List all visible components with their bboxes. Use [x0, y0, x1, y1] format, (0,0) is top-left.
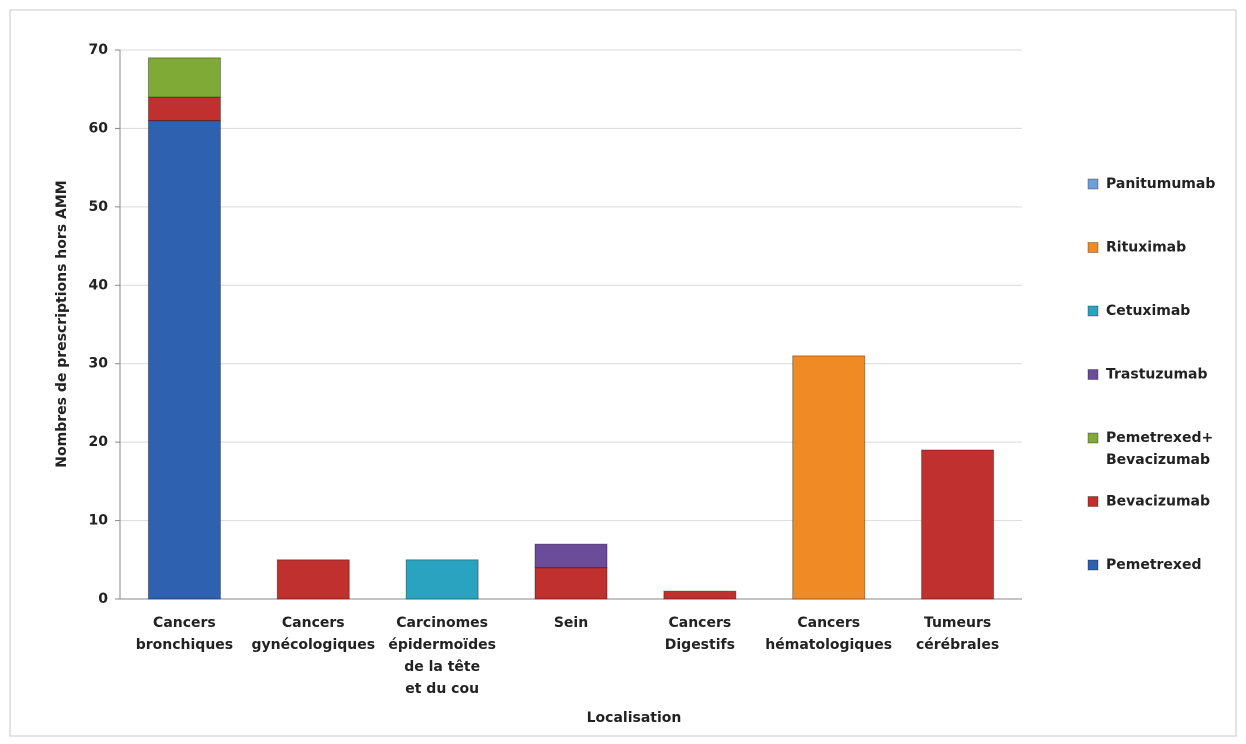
- legend-label: Bevacizumab: [1106, 494, 1210, 510]
- bar-segment: [534, 543, 608, 569]
- x-tick-label: Cancers bronchiques: [136, 615, 233, 653]
- legend-swatch: [1087, 242, 1099, 253]
- y-tick-label: 70: [89, 42, 109, 58]
- x-tick-label: Cancers Digestifs: [665, 615, 735, 653]
- x-tick-label: Cancers gynécologiques: [251, 615, 375, 653]
- legend-swatch: [1087, 559, 1099, 571]
- legend-swatch: [1087, 178, 1099, 190]
- legend-swatch: [1087, 496, 1099, 507]
- bar-segment: [405, 559, 479, 600]
- legend-swatch: [1087, 305, 1099, 317]
- bar-segment: [792, 355, 866, 600]
- y-tick-label: 30: [89, 356, 109, 372]
- bar-segment: [147, 57, 221, 98]
- legend-label: Rituximab: [1106, 240, 1186, 256]
- y-axis-label: Nombres de prescriptions hors AMM: [54, 180, 70, 467]
- legend-label: Cetuximab: [1106, 303, 1190, 319]
- bar-segment: [276, 559, 350, 600]
- x-tick-label: Carcinomes épidermoïdes de la tête et du co…: [388, 615, 496, 697]
- x-axis-label: Localisation: [587, 710, 682, 726]
- x-tick-label: Tumeurs cérébrales: [916, 615, 999, 653]
- legend-label: Trastuzumab: [1106, 367, 1208, 383]
- bar-segment: [534, 567, 608, 600]
- x-tick-label: Sein: [554, 615, 588, 631]
- legend-swatch: [1087, 432, 1099, 444]
- y-tick-label: 0: [98, 591, 108, 607]
- bar-segment: [147, 120, 221, 600]
- bar-segment: [147, 96, 221, 122]
- y-tick-label: 60: [89, 120, 109, 136]
- y-tick-label: 40: [89, 277, 109, 293]
- legend-label: Pemetrexed+ Bevacizumab: [1106, 430, 1213, 468]
- x-tick-label: Cancers hématologiques: [765, 615, 892, 653]
- legend-swatch: [1087, 369, 1099, 380]
- y-tick-label: 50: [89, 199, 109, 215]
- bar-segment: [663, 590, 737, 600]
- bar-segment: [921, 449, 995, 600]
- legend-label: Panitumumab: [1106, 176, 1215, 192]
- y-tick-label: 10: [89, 513, 109, 529]
- y-tick-label: 20: [89, 434, 109, 450]
- legend-label: Pemetrexed: [1106, 557, 1201, 573]
